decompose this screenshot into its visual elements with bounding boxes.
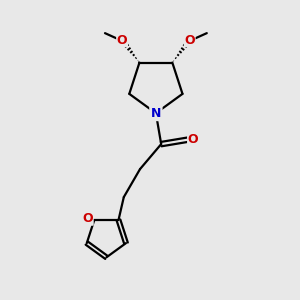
Text: N: N: [151, 107, 161, 120]
Text: O: O: [82, 212, 93, 225]
Text: O: O: [117, 34, 128, 47]
Text: O: O: [188, 133, 198, 146]
Text: O: O: [184, 34, 195, 47]
